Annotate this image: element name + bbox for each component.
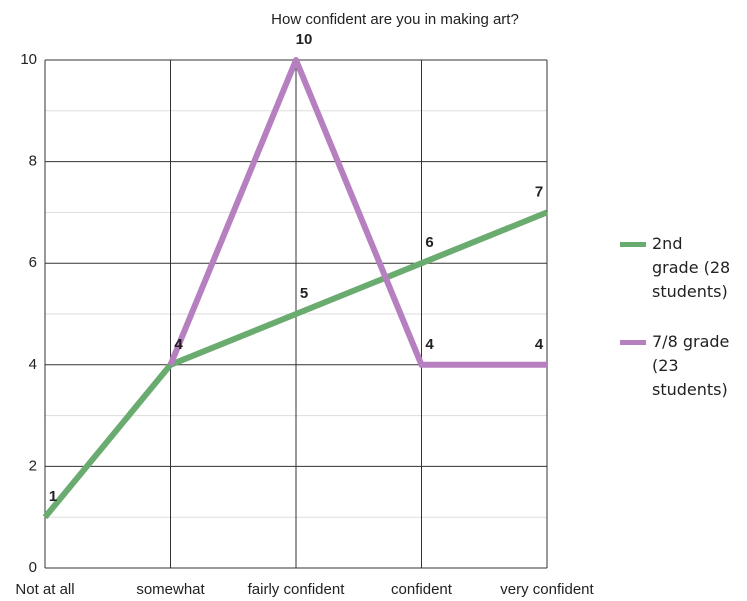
legend-swatch: [620, 340, 646, 345]
series-line: [167, 57, 547, 368]
y-tick-label: 4: [29, 356, 37, 373]
y-tick-label: 10: [20, 51, 37, 68]
y-tick-label: 6: [29, 254, 37, 271]
data-label: 1: [49, 488, 57, 505]
x-tick-label: somewhat: [136, 581, 205, 598]
legend-item: 7/8 grade (23 students): [620, 330, 730, 402]
data-label: 6: [425, 234, 433, 251]
y-tick-label: 0: [29, 559, 37, 576]
y-tick-label: 8: [29, 153, 37, 170]
series-line: [42, 209, 549, 520]
x-tick-label: very confident: [500, 581, 594, 598]
data-label: 4: [535, 336, 544, 353]
data-label: 5: [300, 285, 308, 302]
data-label: 4: [174, 336, 183, 353]
x-tick-label: Not at all: [15, 581, 74, 598]
chart-title: How confident are you in making art?: [271, 11, 519, 28]
x-tick-label: confident: [391, 581, 453, 598]
x-tick-label: fairly confident: [248, 581, 346, 598]
legend-label: 2nd grade (28 students): [652, 234, 731, 301]
y-tick-label: 2: [29, 457, 37, 474]
data-label: 10: [296, 31, 313, 48]
legend-item: 2nd grade (28 students): [620, 232, 730, 304]
legend-label: 7/8 grade (23 students): [652, 332, 730, 399]
data-label: 7: [535, 183, 543, 200]
data-label: 4: [174, 336, 183, 353]
legend-swatch: [620, 242, 646, 247]
data-label: 4: [425, 336, 434, 353]
